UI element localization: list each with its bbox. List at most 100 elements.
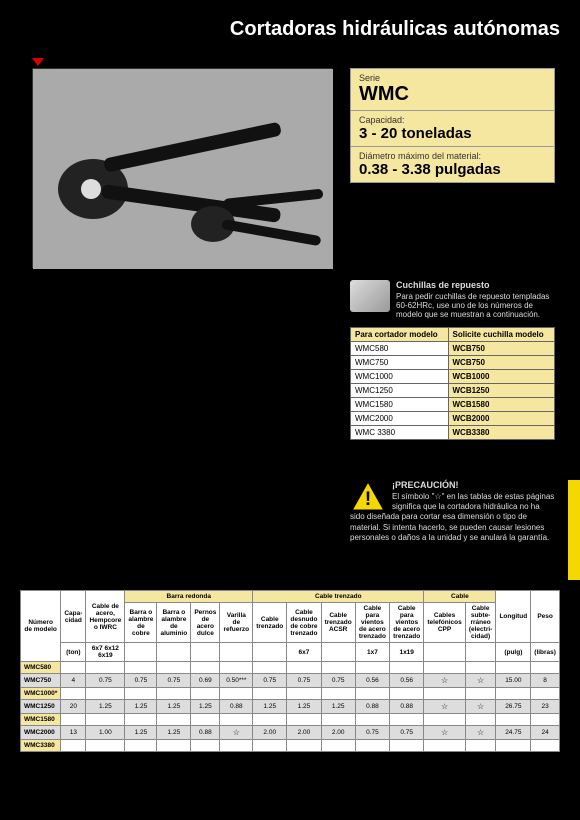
spec-cell <box>253 740 287 752</box>
spec-cell: 0.75 <box>125 674 157 688</box>
spec-cell <box>390 714 424 726</box>
spec-cell <box>355 740 389 752</box>
spec-cell <box>496 662 531 674</box>
hdr-barra-group: Barra redonda <box>125 591 253 603</box>
spec-cell: ☆ <box>465 700 496 714</box>
hdr-u-ton: (ton) <box>61 643 86 662</box>
hdr-t2: Cable desnudo de cobre trenzado <box>287 603 321 643</box>
hdr-b4: Varilla de refuerzo <box>220 603 253 643</box>
blade-model-cell: WMC580 <box>351 342 449 356</box>
spec-cell: 15.00 <box>496 674 531 688</box>
product-image <box>32 68 332 268</box>
spec-cell <box>86 714 125 726</box>
hdr-t4: Cable para vientos de acero trenzado <box>355 603 389 643</box>
spec-cell: 20 <box>61 700 86 714</box>
spec-cell: 0.56 <box>390 674 424 688</box>
spec-cell <box>321 740 355 752</box>
spec-cell <box>157 714 191 726</box>
spec-cell <box>191 662 220 674</box>
blade-order-cell: WCB1000 <box>448 370 555 384</box>
capacity-value: 3 - 20 toneladas <box>359 125 546 142</box>
spec-cell: 0.75 <box>157 674 191 688</box>
spec-cell <box>61 740 86 752</box>
blade-icon <box>350 280 390 312</box>
spec-cell <box>157 688 191 700</box>
spec-cell <box>531 740 560 752</box>
spec-cell: 2.00 <box>287 726 321 740</box>
spec-model-cell: WMC1250 <box>21 700 61 714</box>
hdr-t2-sub: 6x7 <box>287 643 321 662</box>
spec-model-cell: WMC2000 <box>21 726 61 740</box>
spec-model-cell: WMC3380 <box>21 740 61 752</box>
blade-col2: Solicite cuchilla modelo <box>448 328 555 342</box>
warning-icon: ! <box>350 480 386 512</box>
hdr-cap: Capa-cidad <box>61 591 86 643</box>
hdr-steel: Cable de acero, Hempcore o IWRC <box>86 591 125 643</box>
spec-cell: ☆ <box>424 674 465 688</box>
series-label: Serie <box>359 73 546 83</box>
blade-order-cell: WCB750 <box>448 356 555 370</box>
spec-cell: 4 <box>61 674 86 688</box>
spec-cell <box>191 714 220 726</box>
blade-model-cell: WMC 3380 <box>351 426 449 440</box>
spec-cell: 0.75 <box>287 674 321 688</box>
spec-cell <box>390 740 424 752</box>
spec-cell: 0.69 <box>191 674 220 688</box>
blade-order-cell: WCB750 <box>448 342 555 356</box>
spec-cell <box>61 714 86 726</box>
spec-cell: 0.75 <box>253 674 287 688</box>
caution-panel: ! ¡PRECAUCIÓN! El símbolo "☆" en las tab… <box>350 480 555 544</box>
spec-cell <box>125 714 157 726</box>
spec-cell <box>125 662 157 674</box>
spec-cell: 13 <box>61 726 86 740</box>
spec-cell <box>465 662 496 674</box>
spec-cell: 23 <box>531 700 560 714</box>
spec-cell <box>496 688 531 700</box>
spec-cell <box>157 740 191 752</box>
spec-cell <box>496 740 531 752</box>
spec-cell <box>465 740 496 752</box>
spec-cell: 1.25 <box>125 700 157 714</box>
spec-cell <box>220 714 253 726</box>
spec-cell <box>465 688 496 700</box>
spec-cell <box>531 688 560 700</box>
hdr-t5: Cable para vientos de acero trenzado <box>390 603 424 643</box>
diameter-label: Diámetro máximo del material: <box>359 151 546 161</box>
spec-cell <box>321 688 355 700</box>
spec-model-cell: WMC580 <box>21 662 61 674</box>
spec-cell <box>253 662 287 674</box>
spec-cell: 8 <box>531 674 560 688</box>
svg-text:!: ! <box>365 488 372 510</box>
spec-cell: ☆ <box>424 726 465 740</box>
hdr-b2: Barra o alambre de aluminio <box>157 603 191 643</box>
spec-model-cell: WMC750 <box>21 674 61 688</box>
spec-cell <box>287 714 321 726</box>
spec-cell <box>86 740 125 752</box>
spec-cell: 26.75 <box>496 700 531 714</box>
spec-cell <box>220 688 253 700</box>
spec-cell: ☆ <box>465 726 496 740</box>
spec-cell: 0.88 <box>390 700 424 714</box>
hdr-t1: Cable trenzado <box>253 603 287 643</box>
hdr-c2: Cable subte-rráneo (electri-cidad) <box>465 603 496 643</box>
spec-cell <box>355 714 389 726</box>
hdr-t3: Cable trenzado ACSR <box>321 603 355 643</box>
hdr-b3: Pernos de acero dulce <box>191 603 220 643</box>
spec-cell: 0.75 <box>321 674 355 688</box>
spec-cell <box>287 740 321 752</box>
blade-order-cell: WCB1250 <box>448 384 555 398</box>
blade-model-cell: WMC1000 <box>351 370 449 384</box>
hdr-long: Longitud <box>496 591 531 643</box>
hdr-t5-sub: 1x19 <box>390 643 424 662</box>
spec-cell: ☆ <box>220 726 253 740</box>
spec-cell: ☆ <box>465 674 496 688</box>
blade-col1: Para cortador modelo <box>351 328 449 342</box>
blade-model-cell: WMC750 <box>351 356 449 370</box>
spec-cell <box>355 688 389 700</box>
hdr-trenzado-group: Cable trenzado <box>253 591 424 603</box>
spec-cell: 2.00 <box>253 726 287 740</box>
spec-cell <box>424 688 465 700</box>
series-value: WMC <box>359 83 546 106</box>
spec-cell <box>125 740 157 752</box>
blade-order-cell: WCB2000 <box>448 412 555 426</box>
